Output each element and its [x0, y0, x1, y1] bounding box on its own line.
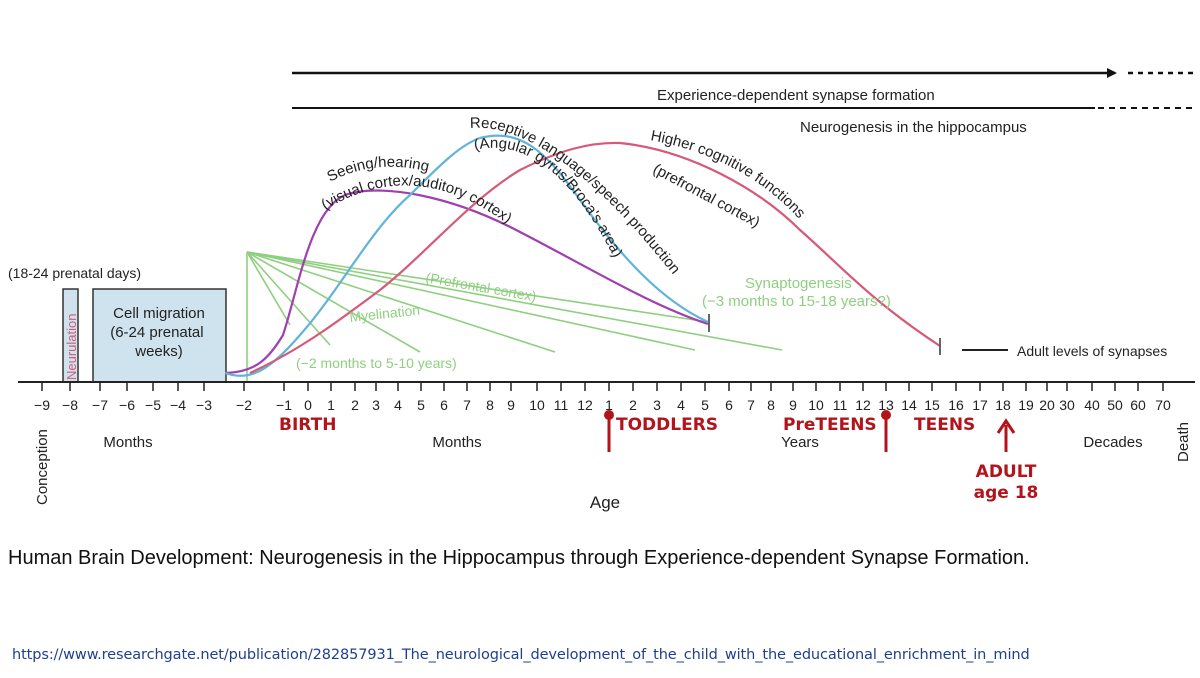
- x-tick-label: −4: [170, 397, 186, 413]
- x-tick-label: −6: [119, 397, 135, 413]
- cell-migration-label: Cell migration: [113, 305, 205, 322]
- experience-arrow: [292, 68, 1195, 109]
- cell-migration-detail: (6-24 prenatal weeks): [110, 324, 208, 360]
- x-tick-label: 18: [995, 397, 1011, 413]
- unit-months-1: Months: [103, 434, 152, 451]
- x-tick-label: 4: [394, 397, 402, 413]
- x-tick-label: −7: [92, 397, 108, 413]
- figure-caption: Human Brain Development: Neurogenesis in…: [8, 547, 1030, 569]
- neurulation-label: Neurulation: [64, 314, 79, 381]
- stage-birth: BIRTH: [279, 415, 336, 435]
- x-tick-label: 1: [605, 397, 613, 413]
- myelination-lines: [246, 251, 783, 382]
- unit-months-2: Months: [432, 434, 481, 451]
- x-tick-label: 19: [1018, 397, 1034, 413]
- x-tick-label: 8: [486, 397, 494, 413]
- x-tick-label: −8: [62, 397, 78, 413]
- unit-decades: Decades: [1083, 434, 1142, 451]
- x-tick-label: 40: [1084, 397, 1100, 413]
- synaptogenesis-detail: (−3 months to 15-18 years?): [702, 293, 891, 310]
- x-tick-label: 9: [789, 397, 797, 413]
- x-tick-label: 3: [372, 397, 380, 413]
- cell-migration-detail-l2: weeks): [134, 343, 183, 360]
- unit-years: Years: [781, 434, 819, 451]
- x-tick-label: 12: [855, 397, 871, 413]
- x-tick-label: 14: [901, 397, 917, 413]
- x-tick-label: −5: [145, 397, 161, 413]
- x-tick-label: 5: [417, 397, 425, 413]
- x-tick-label: 12: [577, 397, 593, 413]
- x-tick-label: 7: [747, 397, 755, 413]
- x-tick-label: 8: [767, 397, 775, 413]
- x-tick-label: 7: [463, 397, 471, 413]
- x-tick-label: 17: [972, 397, 988, 413]
- stage-adult-age: age 18: [974, 483, 1039, 503]
- experience-arrow-label: Experience-dependent synapse formation: [657, 87, 935, 104]
- x-tick-label: 15: [924, 397, 940, 413]
- x-tick-label: −3: [196, 397, 212, 413]
- x-tick-label: 6: [725, 397, 733, 413]
- toddlers-marker: [604, 410, 614, 452]
- x-tick-label: 4: [677, 397, 685, 413]
- x-tick-label: 2: [629, 397, 637, 413]
- myelination-detail: (−2 months to 5-10 years): [296, 355, 457, 371]
- adult-level-label: Adult levels of synapses: [1017, 343, 1167, 359]
- cell-migration-box: [92, 288, 227, 383]
- x-tick-label: 30: [1059, 397, 1075, 413]
- language-curve: [224, 134, 709, 377]
- brain-development-chart: Experience-dependent synapse formation N…: [8, 68, 1195, 512]
- x-tick-label: 16: [948, 397, 964, 413]
- source-link[interactable]: https://www.researchgate.net/publication…: [12, 647, 1030, 663]
- x-tick-label: 2: [351, 397, 359, 413]
- x-tick-label: 3: [653, 397, 661, 413]
- synaptogenesis-label: Synaptogenesis: [745, 275, 852, 292]
- conception-label: Conception: [34, 429, 51, 505]
- x-tick-label: 13: [878, 397, 894, 413]
- adult-arrow: [996, 418, 1016, 452]
- stage-adult: ADULT: [976, 462, 1037, 482]
- x-tick-label: −9: [34, 397, 50, 413]
- seeing-hearing-curve: [224, 189, 709, 375]
- stage-toddlers: TODDLERS: [616, 415, 718, 435]
- myelination-label: Myelination: [349, 302, 421, 325]
- preteens-marker: [881, 410, 891, 452]
- x-tick-label: −2: [236, 397, 252, 413]
- cell-migration-detail-l1: (6-24 prenatal: [110, 324, 203, 341]
- x-ticks: [41, 382, 1164, 391]
- x-tick-label: 5: [701, 397, 709, 413]
- seeing-hearing-detail-path: (visual cortex/auditory cortex): [318, 172, 515, 227]
- prefrontal-label: (Prefrontal cortex): [424, 269, 537, 304]
- x-tick-label: 70: [1155, 397, 1171, 413]
- x-axis-title: Age: [590, 493, 620, 512]
- x-tick-label: 10: [808, 397, 824, 413]
- x-tick-label: 20: [1039, 397, 1055, 413]
- stage-teens: TEENS: [914, 415, 975, 435]
- x-tick-label: 11: [554, 397, 569, 413]
- x-tick-label: 11: [833, 397, 848, 413]
- x-tick-label: 1: [327, 397, 335, 413]
- x-tick-label: 50: [1107, 397, 1123, 413]
- x-tick-label: −1: [276, 397, 292, 413]
- x-tick-label: 9: [507, 397, 515, 413]
- death-label: Death: [1175, 422, 1192, 462]
- neurogenesis-label: Neurogenesis in the hippocampus: [800, 119, 1027, 136]
- x-tick-label: 6: [440, 397, 448, 413]
- x-tick-label: 60: [1130, 397, 1146, 413]
- x-tick-label: 10: [529, 397, 545, 413]
- seeing-hearing-detail: (visual cortex/auditory cortex): [318, 172, 515, 227]
- neurulation-note: (18-24 prenatal days): [8, 265, 141, 281]
- x-tick-label: 0: [304, 397, 312, 413]
- x-tick-labels: −9 −8 −7 −6 −5 −4 −3 −2 −1 0 1 2 3 4 5 6 7 8 9 10 11 12 1 2 3 4 5 6…: [34, 397, 1171, 413]
- stage-preteens: PreTEENS: [783, 415, 877, 435]
- cognitive-curve: [249, 141, 941, 374]
